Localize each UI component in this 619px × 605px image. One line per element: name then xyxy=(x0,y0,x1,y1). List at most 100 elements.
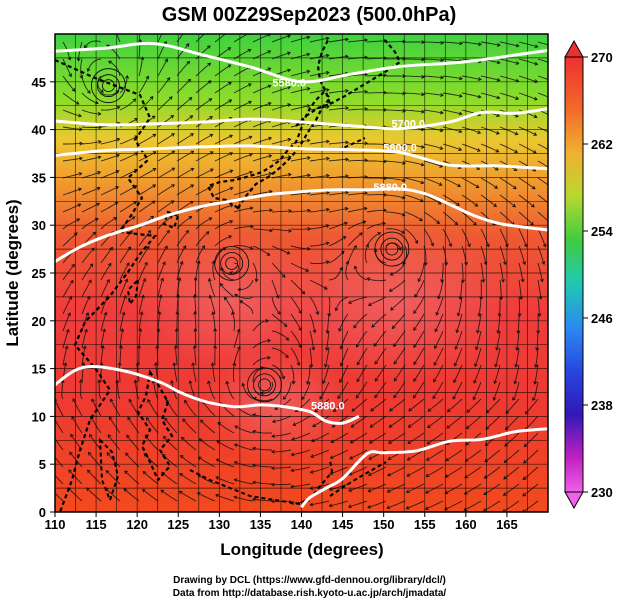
streamline-arrowhead xyxy=(108,60,112,65)
streamline xyxy=(423,177,442,186)
streamline-arrowhead xyxy=(427,408,432,412)
streamline xyxy=(387,500,406,509)
streamline-arrowhead xyxy=(439,164,444,168)
contour-label: 5880.0 xyxy=(373,182,407,194)
streamline xyxy=(232,362,236,383)
streamline xyxy=(138,96,154,111)
streamline xyxy=(413,313,425,331)
y-tick-label: 0 xyxy=(39,505,46,520)
streamline-arrowhead xyxy=(305,268,310,272)
streamline-arrowhead xyxy=(86,68,91,73)
streamline-arrowhead xyxy=(347,504,352,509)
streamline xyxy=(484,449,501,463)
streamline-arrowhead xyxy=(260,391,264,396)
streamline xyxy=(207,381,216,400)
contour-label: 5800.0 xyxy=(383,143,417,155)
x-axis-label: Longitude (degrees) xyxy=(220,540,383,559)
streamline xyxy=(349,449,368,460)
streamline-arrowhead xyxy=(121,311,126,316)
streamline-arrowhead xyxy=(78,187,82,192)
streamline-arrowhead xyxy=(466,409,471,413)
streamline-arrowhead xyxy=(430,242,435,247)
streamline-arrowhead xyxy=(77,203,82,208)
streamline-arrowhead xyxy=(196,260,201,265)
streamline xyxy=(62,312,71,332)
streamline xyxy=(290,330,302,348)
streamline xyxy=(385,211,405,216)
streamline xyxy=(100,312,107,332)
streamline xyxy=(366,232,381,247)
streamline-arrowhead xyxy=(125,452,129,457)
streamline-arrowhead xyxy=(424,506,429,510)
streamline-arrowhead xyxy=(367,472,372,477)
streamline xyxy=(495,347,501,367)
streamline xyxy=(63,142,83,145)
streamline-arrowhead xyxy=(345,157,349,162)
streamline xyxy=(441,262,444,283)
streamline-arrowhead xyxy=(553,98,556,101)
streamline xyxy=(518,211,534,226)
streamline xyxy=(197,492,216,502)
streamline xyxy=(433,347,444,366)
streamline-arrowhead xyxy=(107,434,112,438)
colorbar-tick-label: 270 xyxy=(591,50,613,65)
streamline-arrowhead xyxy=(464,458,469,462)
streamline-arrowhead xyxy=(476,148,481,152)
streamline xyxy=(272,415,292,423)
streamline xyxy=(290,245,310,250)
streamline xyxy=(157,133,175,145)
streamline-arrowhead xyxy=(290,452,295,457)
streamline xyxy=(423,211,440,224)
streamline-arrowhead xyxy=(309,486,314,491)
streamline-arrowhead xyxy=(219,282,224,287)
streamline-arrowhead xyxy=(402,91,407,96)
streamline-arrowhead xyxy=(388,288,393,292)
streamline-arrowhead xyxy=(233,460,238,465)
streamline-arrowhead xyxy=(523,459,527,464)
streamline-arrowhead xyxy=(164,417,168,422)
streamline-arrowhead xyxy=(351,408,356,412)
streamline-arrowhead xyxy=(142,488,146,493)
streamline-arrowhead xyxy=(267,50,272,54)
streamline xyxy=(119,201,137,213)
streamline xyxy=(233,207,253,213)
streamline-arrowhead xyxy=(383,73,388,78)
streamline-arrowhead xyxy=(160,277,164,282)
streamline xyxy=(499,92,519,100)
streamline-arrowhead xyxy=(79,156,83,161)
streamline-arrowhead xyxy=(440,75,444,80)
streamline-arrowhead xyxy=(84,328,88,333)
streamline xyxy=(499,262,504,282)
streamline-arrowhead xyxy=(271,449,275,454)
streamline-arrowhead xyxy=(407,440,411,444)
streamline-arrowhead xyxy=(505,243,509,248)
streamline xyxy=(55,418,64,434)
streamline xyxy=(90,416,102,434)
streamline-arrowhead xyxy=(173,345,178,349)
streamline-arrowhead xyxy=(271,466,275,471)
streamline-arrowhead xyxy=(287,85,292,90)
streamline-arrowhead xyxy=(227,47,232,51)
streamline xyxy=(309,192,330,196)
streamline xyxy=(252,190,272,196)
streamline-arrowhead xyxy=(414,240,419,244)
streamline xyxy=(347,108,368,111)
streamline xyxy=(195,62,211,77)
streamline-arrowhead xyxy=(434,328,439,333)
streamline xyxy=(408,415,425,428)
streamline-arrowhead xyxy=(169,215,173,220)
streamline-arrowhead xyxy=(306,138,311,143)
streamline-arrowhead xyxy=(325,70,330,75)
streamline-arrowhead xyxy=(522,261,527,266)
streamline xyxy=(368,296,387,306)
colorbar-tick-label: 254 xyxy=(591,224,613,239)
streamline xyxy=(81,247,95,264)
streamline-arrowhead xyxy=(348,472,353,476)
streamline xyxy=(157,295,162,315)
streamline-arrowhead xyxy=(457,183,461,188)
streamline xyxy=(252,137,272,145)
streamline xyxy=(366,40,387,43)
streamline xyxy=(179,491,197,502)
streamline-arrowhead xyxy=(306,69,311,74)
streamline-arrowhead xyxy=(172,362,177,366)
